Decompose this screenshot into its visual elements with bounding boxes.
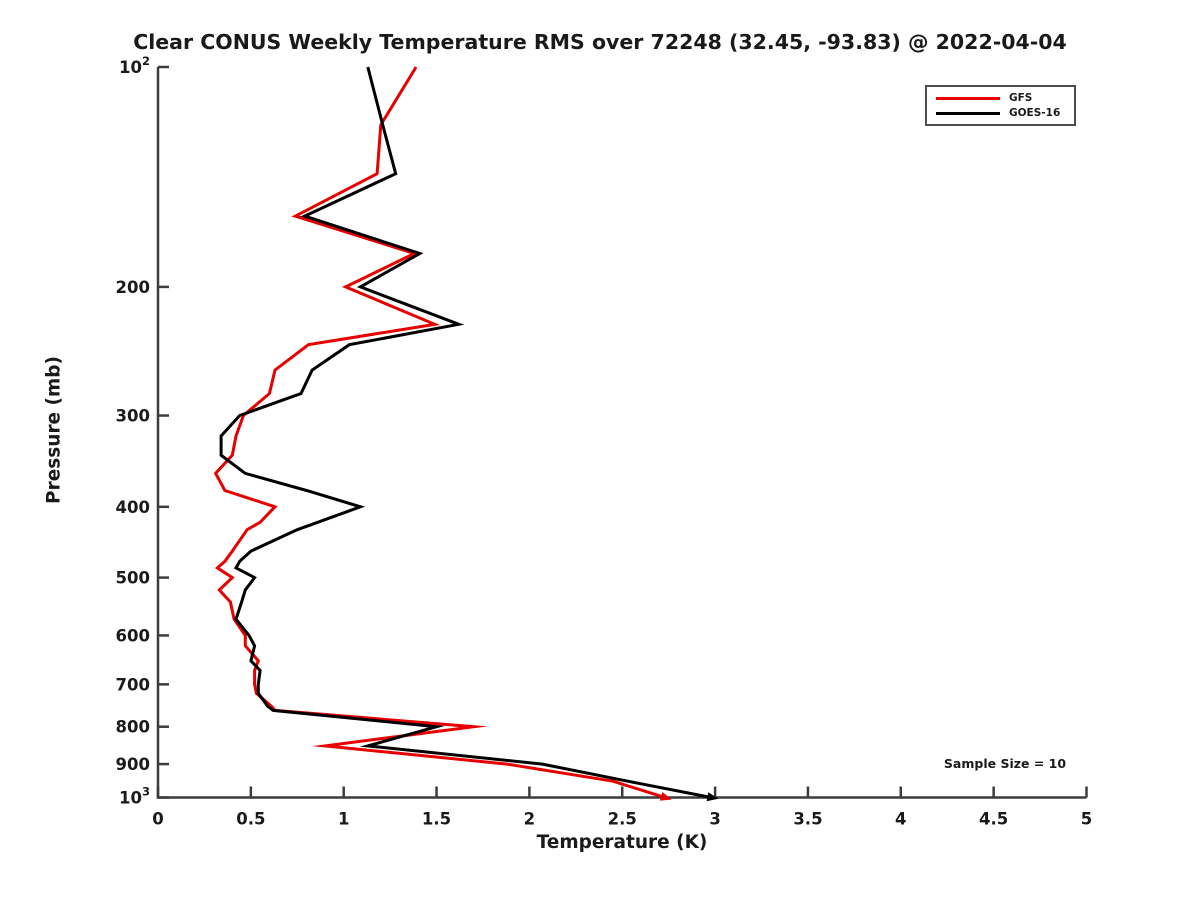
x-axis-label: Temperature (K) xyxy=(536,832,708,853)
legend-label-goes16: GOES-16 xyxy=(1009,107,1061,119)
x-tick-label: 2.5 xyxy=(608,810,637,829)
gfs-line-swatch xyxy=(936,96,1000,100)
x-tick-label: 3.5 xyxy=(793,810,822,829)
goes16-line-swatch xyxy=(936,111,1000,115)
y-tick-label: 500 xyxy=(116,569,150,588)
y-tick-label: 200 xyxy=(116,278,150,297)
y-tick-label: 600 xyxy=(116,626,150,645)
y-tick-label: 700 xyxy=(116,675,150,694)
y-tick-label: 400 xyxy=(116,498,150,517)
series-end-arrow-goes-16 xyxy=(706,792,719,802)
legend-item-gfs: GFS xyxy=(936,92,1066,104)
y-tick-label: 300 xyxy=(116,407,150,426)
x-tick-label: 5 xyxy=(1081,810,1092,829)
x-tick-label: 2 xyxy=(524,810,535,829)
x-tick-label: 4.5 xyxy=(979,810,1008,829)
chart-title: Clear CONUS Weekly Temperature RMS over … xyxy=(133,30,1067,54)
x-tick-label: 0 xyxy=(152,810,163,829)
x-tick-label: 1.5 xyxy=(422,810,451,829)
x-tick-label: 3 xyxy=(709,810,720,829)
y-tick-label: 900 xyxy=(116,755,150,774)
y-tick-label: 103 xyxy=(119,785,150,808)
series-line-gfs xyxy=(213,66,666,799)
series-line-goes-16 xyxy=(219,66,712,799)
x-tick-label: 4 xyxy=(895,810,906,829)
sample-size-annotation: Sample Size = 10 xyxy=(943,756,1067,771)
series-end-arrow-gfs xyxy=(659,792,672,801)
legend-label-gfs: GFS xyxy=(1009,92,1033,104)
legend: GFS GOES-16 xyxy=(925,85,1076,126)
y-tick-label: 800 xyxy=(116,718,150,737)
x-tick-label: 1 xyxy=(338,810,349,829)
legend-item-goes16: GOES-16 xyxy=(936,107,1066,119)
y-tick-label: 102 xyxy=(119,54,150,77)
x-tick-label: 0.5 xyxy=(236,810,265,829)
